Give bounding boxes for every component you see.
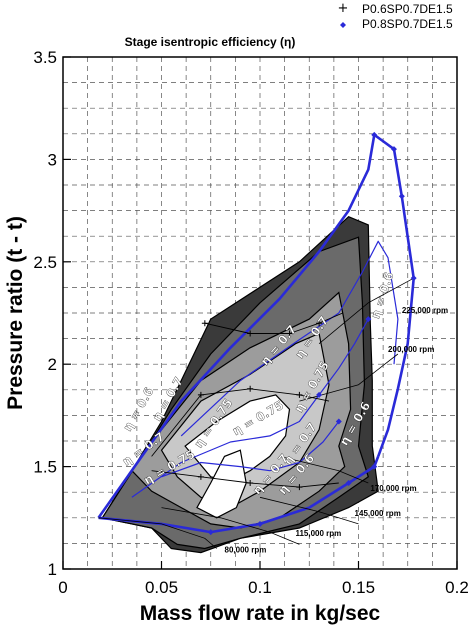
contour-line: [161, 421, 340, 478]
plot-area: 80,000 rpm 115,000 rpm 145,000 rpm 170,000 …: [62, 56, 458, 570]
black-plus-marker: [247, 385, 254, 392]
black-plus-marker: [197, 473, 204, 480]
blue-diamond-marker: [371, 463, 378, 470]
y-axis-title: Pressure ratio (t - t): [4, 216, 27, 410]
efficiency-fills: [101, 215, 379, 554]
black-plus-marker: [197, 391, 204, 398]
y-axis-ticks: 1 1.5 2 2.5 3 3.5: [33, 48, 71, 579]
black-plus-marker: [247, 330, 254, 337]
blue-diamond-marker: [410, 275, 417, 282]
contour-line: [98, 455, 380, 534]
black-plus-marker: [296, 484, 303, 491]
black-plus-marker: [286, 330, 293, 337]
legend-marker-diamond: [340, 22, 346, 28]
speed-label: 80,000 rpm: [225, 546, 267, 555]
black-plus-marker: [201, 320, 208, 327]
contour-line: [97, 133, 416, 519]
blue-diamond-marker: [207, 529, 214, 536]
x-tick-label: 0.05: [145, 578, 178, 597]
speed-line: [318, 277, 414, 345]
blue-diamond-marker: [398, 193, 405, 200]
x-tick-label: 0: [58, 578, 67, 597]
blue-diamond-marker: [345, 479, 352, 486]
y-tick-label: 1.5: [33, 458, 57, 477]
speed-line: [259, 496, 359, 525]
black-plus-marker: [296, 391, 303, 398]
y-tick-label: 2.5: [33, 253, 57, 272]
speed-lines: 80,000 rpm 115,000 rpm 145,000 rpm 170,000 …: [98, 277, 448, 555]
x-tick-label: 0.2: [445, 578, 469, 597]
chart-title: Stage isentropic efficiency (η): [125, 35, 296, 49]
black-plus-marker: [247, 479, 254, 486]
data-markers: [197, 131, 417, 536]
legend-marker-plus: +: [338, 1, 349, 16]
speed-line: [279, 456, 369, 484]
legend-label-0: P0.6SP0.7DE1.5: [362, 2, 453, 16]
speed-label: 200,000 rpm: [388, 345, 434, 354]
blue-diamond-marker: [371, 131, 378, 138]
black-plus-marker: [316, 320, 323, 327]
speed-line: [161, 507, 300, 545]
x-axis-title: Mass flow rate in kg/sec: [140, 602, 381, 625]
x-tick-label: 0.1: [248, 578, 272, 597]
y-tick-label: 3.5: [33, 48, 57, 67]
contour-line: [180, 240, 399, 437]
y-tick-label: 3: [48, 150, 57, 169]
legend: + P0.6SP0.7DE1.5 P0.8SP0.7DE1.5: [338, 1, 454, 31]
x-tick-label: 0.15: [342, 578, 375, 597]
speed-label: 145,000 rpm: [355, 509, 401, 518]
blue-diamond-marker: [390, 146, 397, 153]
contour-lines: [97, 133, 416, 534]
y-tick-label: 1: [48, 560, 57, 579]
blue-diamond-marker: [316, 391, 323, 398]
blue-diamond-marker: [365, 316, 372, 323]
blue-diamond-marker: [335, 418, 342, 425]
speed-line: [98, 517, 217, 549]
legend-label-1: P0.8SP0.7DE1.5: [362, 17, 453, 31]
contour-line: [131, 318, 369, 498]
y-tick-label: 2: [48, 355, 57, 374]
x-axis-ticks: 0 0.05 0.1 0.15 0.2: [58, 561, 469, 597]
blue-diamond-marker: [257, 520, 263, 527]
speed-label: 225,000 rpm: [402, 306, 448, 315]
speed-label: 115,000 rpm: [295, 529, 341, 538]
speed-label: 170,000 rpm: [370, 484, 416, 493]
